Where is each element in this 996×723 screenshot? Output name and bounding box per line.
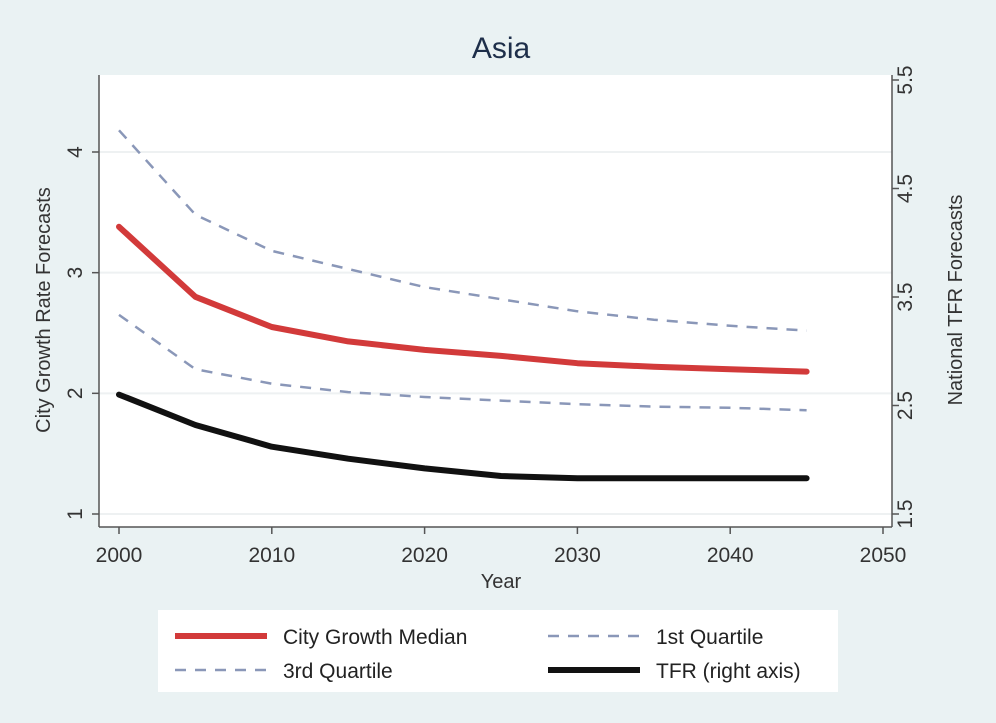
series-line-3 — [116, 391, 810, 482]
plot-area — [99, 75, 892, 527]
y-right-tick-label: 4.5 — [894, 174, 917, 203]
y-left-tick-label: 1 — [64, 508, 87, 520]
y-left-tick-label: 2 — [64, 387, 87, 399]
legend-box — [158, 610, 838, 692]
y-right-tick-label: 3.5 — [894, 282, 917, 311]
legend-label: 3rd Quartile — [283, 660, 393, 683]
chart-title: Asia — [472, 32, 531, 65]
axes: 2000 2010 2020 2030 2040 2050 1 2 3 4 1.5 2.5 3.5 4.5… — [64, 65, 917, 567]
x-axis-title: Year — [481, 571, 522, 593]
series-group — [116, 129, 810, 482]
y-right-tick-label: 1.5 — [894, 499, 917, 528]
series-line-2 — [118, 129, 807, 332]
legend-label: 1st Quartile — [656, 626, 763, 649]
legend-label: TFR (right axis) — [656, 660, 801, 683]
y-right-tick-label: 5.5 — [894, 65, 917, 94]
y-right-tick-label: 2.5 — [894, 391, 917, 420]
grid-lines — [99, 151, 892, 515]
x-tick-label: 2030 — [554, 544, 601, 567]
x-tick-label: 2000 — [96, 544, 143, 567]
y-axis-right-title: National TFR Forecasts — [945, 195, 967, 406]
series-line-1 — [118, 313, 807, 412]
y-left-tick-label: 3 — [64, 267, 87, 279]
legend: City Growth Median 1st Quartile 3rd Quarti… — [175, 626, 801, 683]
legend-label: City Growth Median — [283, 626, 467, 649]
x-tick-label: 2040 — [707, 544, 754, 567]
x-tick-label: 2050 — [860, 544, 907, 567]
series-line-0 — [116, 223, 810, 375]
y-axis-left-title: City Growth Rate Forecasts — [33, 187, 55, 433]
x-tick-label: 2010 — [248, 544, 295, 567]
x-tick-label: 2020 — [401, 544, 448, 567]
y-left-tick-label: 4 — [64, 146, 87, 158]
